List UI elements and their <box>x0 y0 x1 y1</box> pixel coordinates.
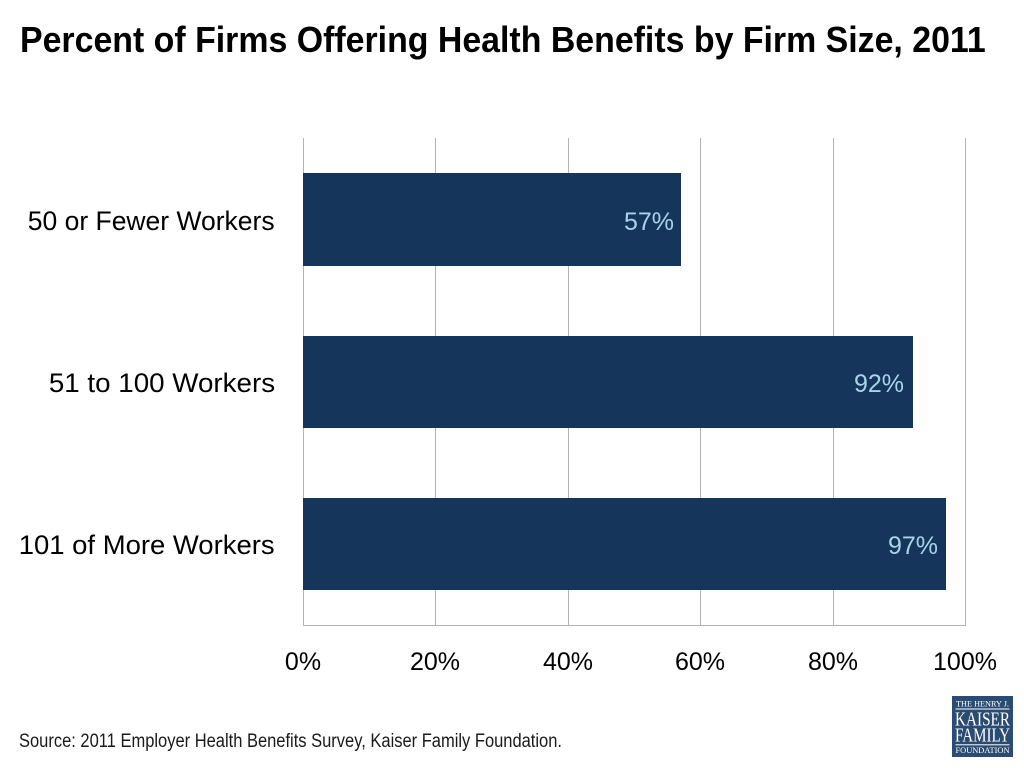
svg-text:THE HENRY J.: THE HENRY J. <box>956 700 1009 709</box>
svg-text:FOUNDATION: FOUNDATION <box>956 746 1010 755</box>
svg-text:FAMILY: FAMILY <box>955 726 1010 747</box>
svg-text:KAISER: KAISER <box>955 710 1010 731</box>
